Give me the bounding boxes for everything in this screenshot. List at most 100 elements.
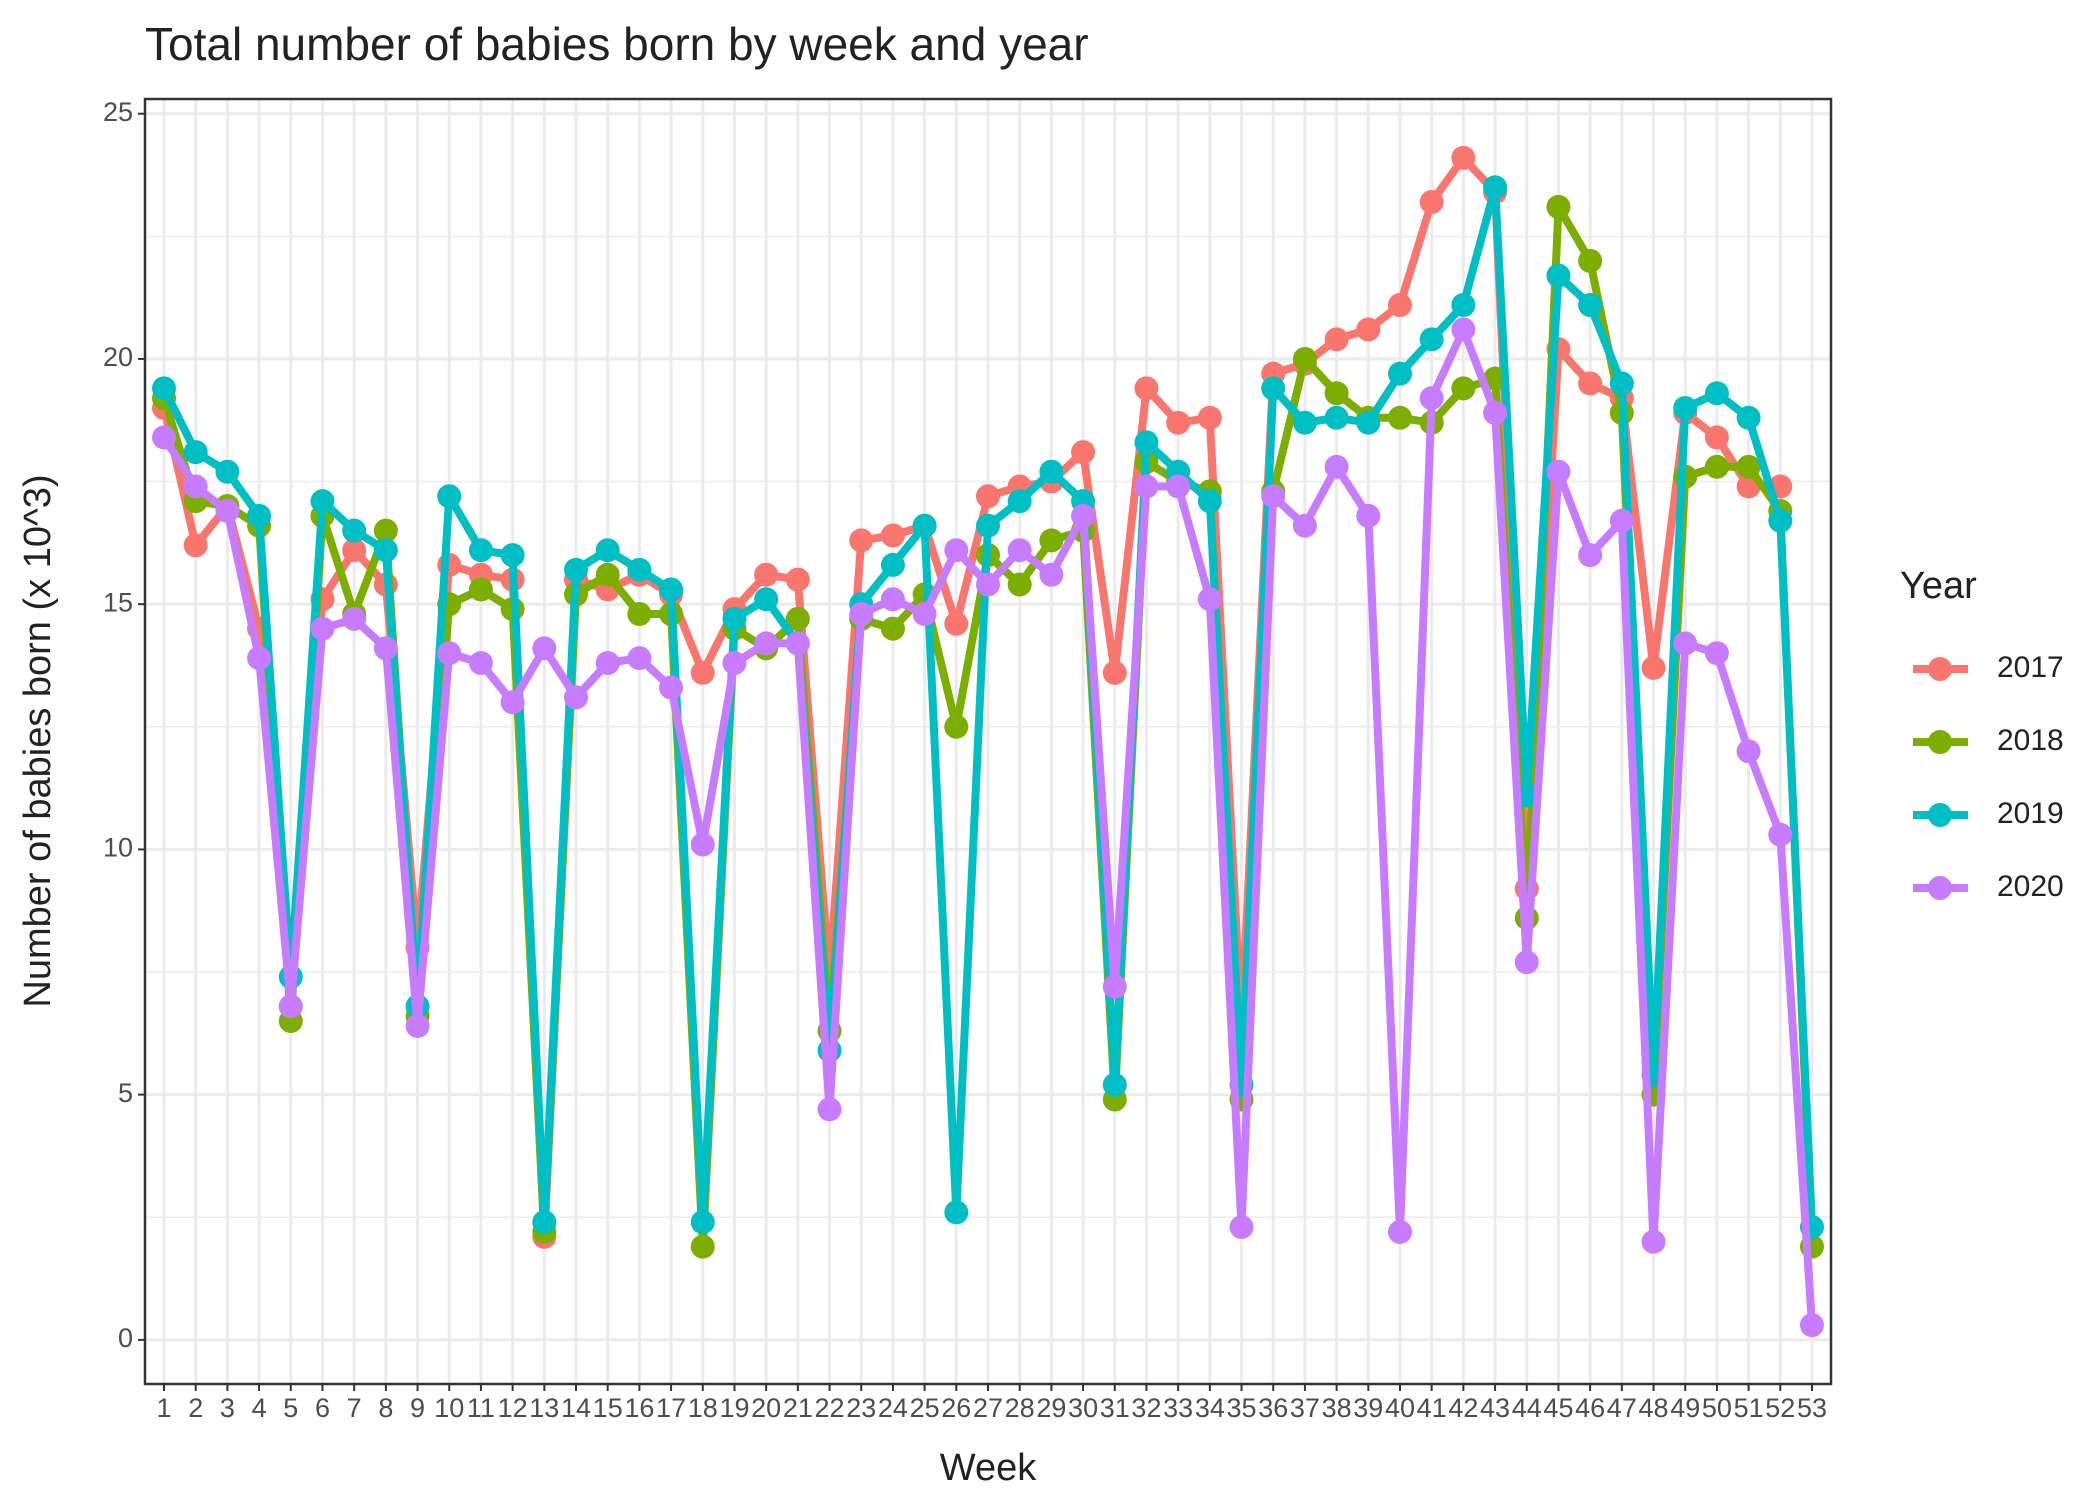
x-tick-label: 37 [1290,1393,1320,1423]
data-point [1546,263,1571,288]
legend-label: 2019 [1997,797,2064,830]
data-point [1197,489,1222,514]
x-tick-label: 40 [1385,1393,1415,1423]
data-point [754,587,779,612]
legend-label: 2020 [1997,870,2064,903]
x-tick-label: 4 [252,1393,267,1423]
data-point [1609,371,1634,396]
x-tick-label: 17 [656,1393,686,1423]
y-axis-title: Number of babies born (x 10^3) [17,474,59,1007]
data-point [468,651,493,676]
data-point [880,616,905,641]
data-point [500,543,525,568]
legend-label: 2017 [1997,651,2064,684]
data-point [1736,405,1761,430]
data-point [1007,572,1032,597]
data-point [1451,145,1476,170]
data-point [1641,1229,1666,1254]
x-tick-label: 30 [1068,1393,1098,1423]
x-tick-label: 12 [498,1393,528,1423]
x-tick-label: 38 [1322,1393,1352,1423]
data-point [215,498,240,523]
x-tick-label: 2 [188,1393,203,1423]
data-point [1673,395,1698,420]
legend-label: 2018 [1997,724,2064,757]
data-point [912,513,937,538]
data-point [1134,376,1159,401]
x-tick-label: 29 [1036,1393,1066,1423]
x-tick-label: 34 [1195,1393,1225,1423]
x-tick-label: 39 [1353,1393,1383,1423]
data-point [1387,1219,1412,1244]
legend-title: Year [1900,565,1977,607]
data-point [1736,739,1761,764]
data-point [880,552,905,577]
data-point [373,518,398,543]
x-tick-label: 46 [1575,1393,1605,1423]
x-tick-label: 26 [941,1393,971,1423]
data-point [1419,189,1444,214]
legend-key-point [1928,876,1952,900]
data-point [1578,248,1603,273]
data-point [1261,484,1286,509]
x-tick-label: 41 [1417,1393,1447,1423]
data-point [944,714,969,739]
data-point [1324,454,1349,479]
data-point [627,601,652,626]
data-point [1609,508,1634,533]
plot-border [143,97,1833,1386]
data-point [785,631,810,656]
data-point [912,601,937,626]
x-tick-label: 22 [815,1393,845,1423]
x-tick-label: 5 [283,1393,298,1423]
data-point [152,425,177,450]
data-point [1356,503,1381,528]
x-tick-label: 6 [315,1393,330,1423]
data-point [1292,346,1317,371]
data-point [1102,660,1127,685]
x-tick-label: 20 [751,1393,781,1423]
y-tick-label: 20 [103,342,133,372]
data-point [1704,381,1729,406]
data-point [1387,292,1412,317]
data-point [1483,400,1508,425]
x-tick-label: 10 [434,1393,464,1423]
data-point [1451,292,1476,317]
x-tick-label: 42 [1448,1393,1478,1423]
x-tick-label: 53 [1797,1393,1827,1423]
x-tick-label: 32 [1131,1393,1161,1423]
x-tick-label: 7 [347,1393,362,1423]
data-point [1166,474,1191,499]
data-point [1387,405,1412,430]
y-tick-label: 10 [103,833,133,863]
data-point [1799,1313,1824,1338]
data-point [722,651,747,676]
data-point [1387,361,1412,386]
x-tick-label: 11 [467,1393,495,1423]
data-point [1102,1072,1127,1097]
data-point [468,577,493,602]
legend-key-point [1928,657,1952,681]
data-point [1292,513,1317,538]
data-point [1514,950,1539,975]
x-axis-title: Week [940,1447,1037,1489]
data-point [1768,822,1793,847]
data-point [278,994,303,1019]
x-tick-label: 18 [688,1393,718,1423]
data-point [690,1210,715,1235]
data-point [564,557,589,582]
data-point [1356,410,1381,435]
data-point [405,1013,430,1038]
data-point [1039,459,1064,484]
data-point [785,606,810,631]
x-tick-label: 52 [1765,1393,1795,1423]
data-point [1419,327,1444,352]
x-tick-label: 14 [561,1393,591,1423]
data-point [183,440,208,465]
data-point [1134,474,1159,499]
data-point [880,523,905,548]
data-point [690,832,715,857]
data-point [342,518,367,543]
data-point [1134,430,1159,455]
